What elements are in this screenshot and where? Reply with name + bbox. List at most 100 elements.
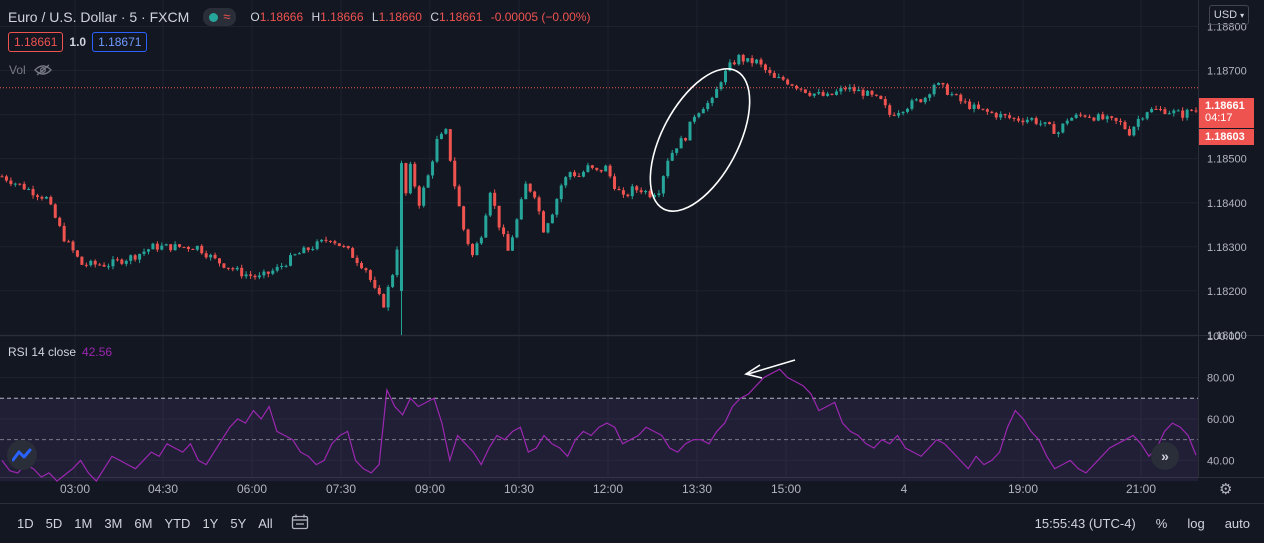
candle-body — [843, 88, 847, 90]
candle-body — [0, 176, 4, 178]
candle-body — [1025, 119, 1029, 123]
time-tick-label: 04:30 — [148, 482, 178, 496]
double-chevron-right-icon[interactable]: » — [1151, 442, 1179, 470]
range-button-ytd[interactable]: YTD — [164, 516, 191, 531]
candle-body — [635, 186, 639, 191]
candle-body — [657, 193, 661, 195]
candle-body — [826, 93, 830, 96]
range-button-1m[interactable]: 1M — [74, 516, 93, 531]
range-button-5y[interactable]: 5Y — [230, 516, 247, 531]
percent-scale-button[interactable]: % — [1155, 516, 1168, 531]
candle-body — [493, 192, 497, 206]
range-button-3m[interactable]: 3M — [104, 516, 123, 531]
candle-body — [586, 165, 590, 172]
candle-body — [741, 54, 745, 62]
candle-body — [661, 176, 665, 194]
candle-body — [861, 89, 865, 96]
candle-body — [1123, 121, 1127, 130]
candle-body — [621, 190, 625, 195]
candles — [0, 53, 1198, 335]
close-value: 1.18661 — [438, 10, 483, 24]
last-price-value: 1.18661 — [1205, 100, 1245, 112]
candle-body — [710, 97, 714, 104]
candle-body — [342, 245, 346, 247]
range-button-all[interactable]: All — [258, 516, 273, 531]
candle-body — [839, 88, 843, 92]
market-open-icon — [209, 12, 219, 22]
currency-button[interactable]: USD ▾ — [1209, 5, 1249, 25]
candle-body — [1176, 110, 1180, 112]
candle-body — [981, 108, 985, 110]
highlight-ellipse — [649, 68, 751, 212]
candle-body — [901, 111, 905, 114]
candle-body — [1039, 123, 1043, 125]
candle-body — [240, 267, 244, 277]
auto-scale-button[interactable]: auto — [1224, 516, 1250, 531]
candle-body — [195, 245, 199, 250]
candle-body — [453, 160, 457, 187]
candle-body — [963, 101, 967, 103]
log-scale-button[interactable]: log — [1187, 516, 1205, 531]
candle-body — [777, 77, 781, 79]
candle-body — [1114, 117, 1118, 121]
candle-body — [573, 172, 577, 177]
candle-body — [1048, 122, 1052, 125]
range-button-1y[interactable]: 1Y — [202, 516, 219, 531]
candle-body — [999, 114, 1003, 118]
candle-body — [821, 92, 825, 96]
candle-body — [93, 260, 97, 265]
range-button-1d[interactable]: 1D — [17, 516, 34, 531]
candle-body — [408, 163, 412, 194]
range-button-5d[interactable]: 5D — [45, 516, 63, 531]
candle-body — [1052, 124, 1056, 134]
candle-body — [768, 70, 772, 73]
candle-body — [608, 165, 612, 177]
market-status-pill[interactable]: ≈ — [203, 8, 237, 26]
candle-body — [1074, 114, 1078, 119]
rsi-line — [1, 368, 1197, 483]
gear-icon[interactable]: ⚙ — [1219, 481, 1233, 498]
candle-body — [706, 103, 710, 110]
range-button-6m[interactable]: 6M — [134, 516, 153, 531]
open-label: O — [250, 10, 260, 24]
candle-body — [990, 111, 994, 113]
clock-timezone[interactable]: 15:55:43 (UTC-4) — [1034, 516, 1136, 531]
candle-body — [1145, 112, 1149, 119]
candle-body — [1150, 108, 1154, 113]
candle-body — [755, 59, 759, 64]
candle-body — [373, 279, 377, 288]
candle-body — [173, 244, 177, 251]
bid-ask-row: 1.18661 1.0 1.18671 — [8, 32, 148, 52]
symbol-title[interactable]: Euro / U.S. Dollar · 5 · FXCM — [8, 9, 190, 25]
candle-body — [857, 89, 861, 92]
candle-body — [102, 264, 106, 267]
candle-body — [58, 217, 62, 226]
rsi-tick-label: 40.00 — [1207, 455, 1235, 467]
time-tick-label: 21:00 — [1126, 482, 1156, 496]
candle-body — [302, 247, 306, 254]
candle-body — [888, 105, 892, 115]
candle-body — [1172, 110, 1176, 114]
candle-body — [790, 84, 794, 86]
candle-body — [630, 186, 634, 197]
rsi-label[interactable]: RSI 14 close — [8, 345, 77, 359]
candle-body — [395, 249, 399, 276]
candle-body — [360, 263, 364, 269]
candle-body — [697, 113, 701, 117]
candle-body — [1012, 117, 1016, 119]
candle-body — [666, 160, 670, 177]
candle-body — [675, 148, 679, 153]
candle-body — [852, 87, 856, 92]
candle-body — [874, 94, 878, 96]
eye-slash-icon[interactable] — [33, 64, 52, 76]
candle-body — [289, 255, 293, 266]
chart-canvas[interactable]: 1.188001.187001.186001.185001.184001.183… — [0, 0, 1264, 503]
buy-button[interactable]: 1.18671 — [92, 32, 148, 52]
tradingview-logo-icon[interactable] — [7, 440, 37, 470]
candle-body — [772, 72, 776, 78]
candle-body — [968, 101, 972, 109]
candle-body — [391, 275, 395, 287]
sell-button[interactable]: 1.18661 — [8, 32, 64, 52]
calendar-range-icon[interactable] — [291, 514, 309, 533]
candle-body — [1136, 118, 1140, 127]
